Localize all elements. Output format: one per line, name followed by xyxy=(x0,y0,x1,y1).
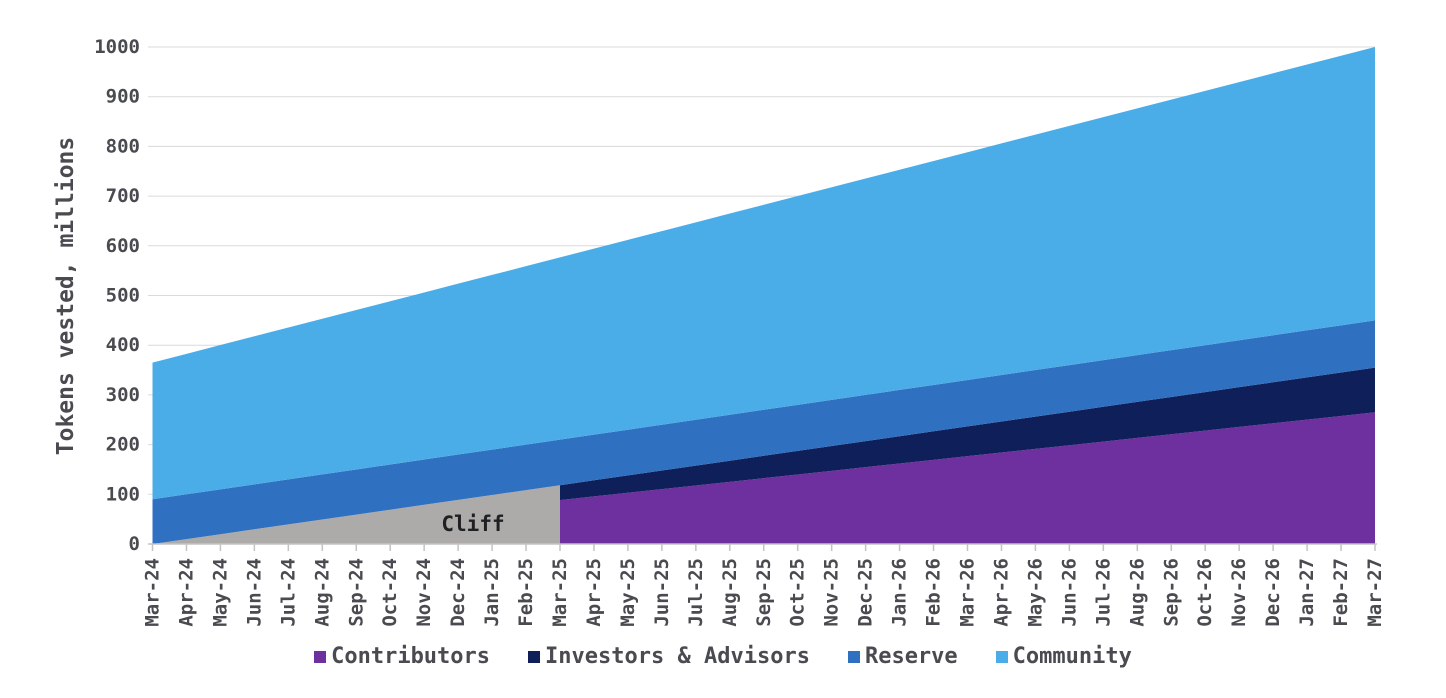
x-tick-label-oct-25: Oct-25 xyxy=(787,558,809,627)
area-reserve xyxy=(152,320,1375,544)
x-tick-label-jun-26: Jun-26 xyxy=(1058,558,1080,627)
legend-label: Community xyxy=(1012,644,1132,669)
x-tick-label-mar-26: Mar-26 xyxy=(957,558,979,627)
x-tick-label-mar-27: Mar-27 xyxy=(1364,558,1386,627)
area-community xyxy=(152,47,1375,500)
legend: Contributors Investors & Advisors Reserve C… xyxy=(0,644,1446,669)
y-tick-label-800: 800 xyxy=(106,135,140,157)
area-investors-advisors xyxy=(560,367,1375,501)
legend-label: Contributors xyxy=(331,644,491,669)
legend-label: Reserve xyxy=(864,644,958,669)
x-tick-label-aug-25: Aug-25 xyxy=(719,558,741,627)
legend-swatch-investors-advisors xyxy=(528,650,541,663)
y-tick-label-500: 500 xyxy=(106,285,140,307)
legend-item-contributors: Contributors xyxy=(314,644,490,669)
x-tick-label-sep-26: Sep-26 xyxy=(1160,558,1182,627)
x-tick-label-jul-25: Jul-25 xyxy=(685,558,707,627)
x-tick-label-oct-24: Oct-24 xyxy=(379,558,401,627)
area-cliff xyxy=(152,485,560,544)
y-tick-label-100: 100 xyxy=(106,483,140,505)
legend-label: Investors & Advisors xyxy=(545,644,810,669)
x-tick-label-apr-26: Apr-26 xyxy=(990,558,1012,627)
y-tick-label-600: 600 xyxy=(106,235,140,257)
x-tick-label-nov-26: Nov-26 xyxy=(1228,558,1250,627)
legend-swatch-reserve xyxy=(847,650,860,663)
y-axis-title: Tokens vested, millions xyxy=(53,137,79,456)
y-tick-label-400: 400 xyxy=(106,334,140,356)
x-tick-label-may-24: May-24 xyxy=(209,558,231,627)
x-tick-label-nov-24: Nov-24 xyxy=(413,558,435,627)
y-tick-label-700: 700 xyxy=(106,185,140,207)
legend-item-reserve: Reserve xyxy=(847,644,958,669)
x-tick-label-may-26: May-26 xyxy=(1024,558,1046,627)
x-tick-label-jan-25: Jan-25 xyxy=(481,558,503,627)
x-axis-tick-labels: Mar-24 Apr-24 May-24 Jun-24 Jul-24 Aug-24 Sep-… xyxy=(142,558,1387,627)
legend-swatch-contributors xyxy=(314,650,327,663)
y-tick-label-1000: 1000 xyxy=(94,36,140,58)
x-tick-label-feb-25: Feb-25 xyxy=(515,558,537,627)
x-tick-label-dec-26: Dec-26 xyxy=(1262,558,1284,627)
legend-item-investors-advisors: Investors & Advisors xyxy=(528,644,810,669)
x-tick-label-apr-24: Apr-24 xyxy=(175,558,197,627)
y-tick-label-900: 900 xyxy=(106,86,140,108)
x-tick-label-feb-26: Feb-26 xyxy=(923,558,945,627)
x-tick-label-feb-27: Feb-27 xyxy=(1330,558,1352,627)
x-tick-label-jun-25: Jun-25 xyxy=(651,558,673,627)
area-contributors xyxy=(560,412,1375,544)
x-tick-label-sep-24: Sep-24 xyxy=(345,558,367,627)
area-series xyxy=(152,47,1375,544)
x-tick-label-jul-24: Jul-24 xyxy=(277,558,299,627)
y-axis-tick-labels: 0 100 200 300 400 500 600 700 800 900 1000 xyxy=(94,36,140,555)
x-tick-label-jun-24: Jun-24 xyxy=(243,558,265,627)
x-tick-label-mar-24: Mar-24 xyxy=(142,558,164,627)
x-tick-label-aug-24: Aug-24 xyxy=(311,558,333,627)
y-tick-label-0: 0 xyxy=(129,533,140,555)
x-tick-label-apr-25: Apr-25 xyxy=(583,558,605,627)
y-tick-label-200: 200 xyxy=(106,434,140,456)
x-axis xyxy=(148,543,1377,551)
legend-swatch-community xyxy=(995,650,1008,663)
legend-item-community: Community xyxy=(995,644,1132,669)
x-tick-label-mar-25: Mar-25 xyxy=(549,558,571,627)
x-tick-label-jul-26: Jul-26 xyxy=(1092,558,1114,627)
x-tick-label-oct-26: Oct-26 xyxy=(1194,558,1216,627)
x-tick-label-jan-27: Jan-27 xyxy=(1296,558,1318,627)
x-tick-label-nov-25: Nov-25 xyxy=(821,558,843,627)
x-tick-label-sep-25: Sep-25 xyxy=(753,558,775,627)
x-tick-label-dec-24: Dec-24 xyxy=(447,558,469,627)
x-tick-label-aug-26: Aug-26 xyxy=(1126,558,1148,627)
x-tick-label-dec-25: Dec-25 xyxy=(855,558,877,627)
x-tick-label-may-25: May-25 xyxy=(617,558,639,627)
x-tick-label-jan-26: Jan-26 xyxy=(889,558,911,627)
y-tick-label-300: 300 xyxy=(106,384,140,406)
cliff-annotation: Cliff xyxy=(441,512,504,536)
